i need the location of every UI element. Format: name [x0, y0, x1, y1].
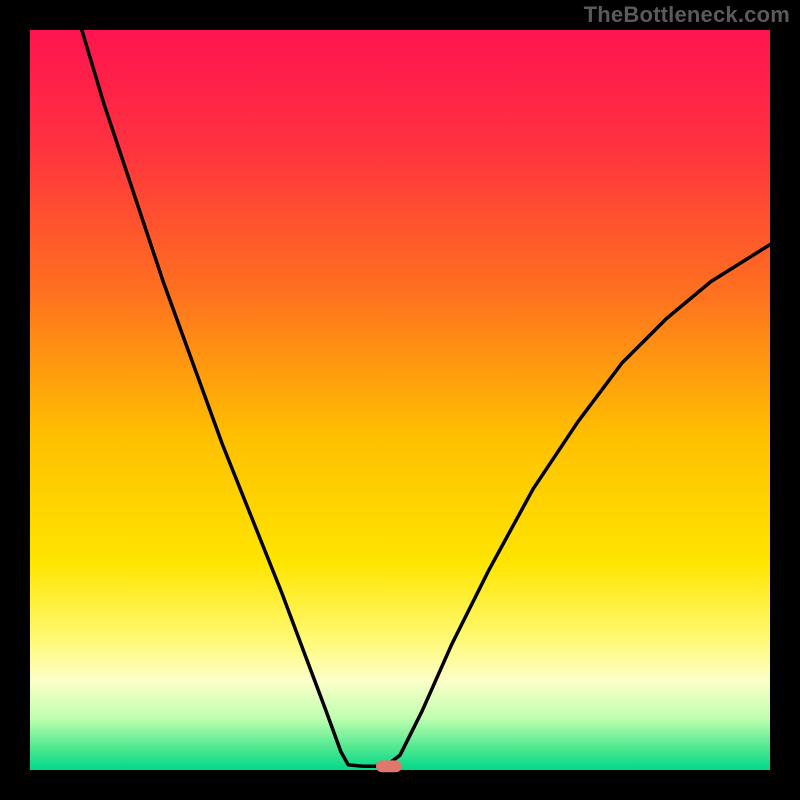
- plot-background: [30, 30, 770, 770]
- watermark-text: TheBottleneck.com: [584, 2, 790, 28]
- optimum-marker: [376, 760, 402, 772]
- bottleneck-chart: [0, 0, 800, 800]
